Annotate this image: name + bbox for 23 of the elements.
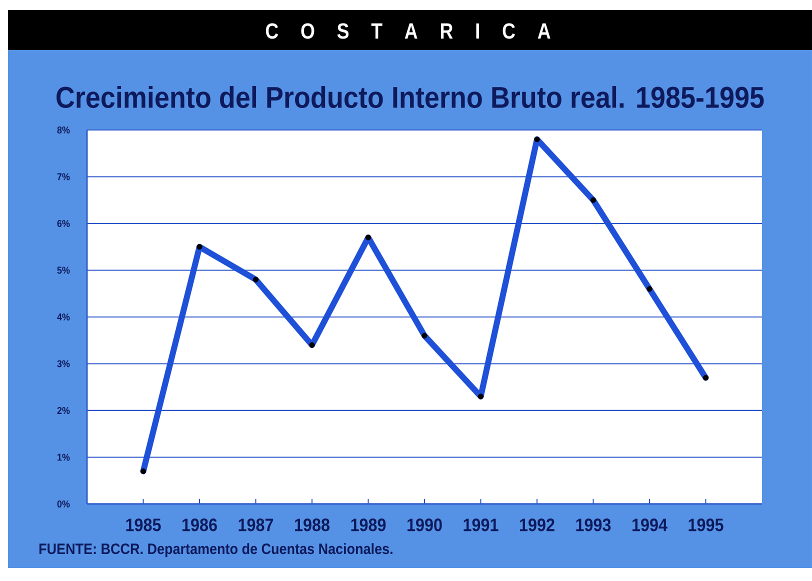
x-tick-label: 1987 <box>238 518 274 532</box>
x-tick-label: 1994 <box>632 518 668 532</box>
y-tick-label: 1% <box>58 454 70 461</box>
x-tick-label: 1989 <box>351 518 386 532</box>
x-tick-label: 1985 <box>126 518 161 532</box>
y-tick-label: 5% <box>57 266 70 274</box>
chart-title: C O S T A R I C A <box>266 23 550 39</box>
y-tick-label: 8% <box>57 126 70 134</box>
y-tick-label: 4% <box>57 313 70 321</box>
source-note: FUENTE: BCCR. Departamento de Cuentas Nacionales. <box>39 543 392 558</box>
x-tick-label: 1990 <box>408 518 442 532</box>
x-tick-label: 1991 <box>464 518 498 532</box>
x-tick-label: 1988 <box>295 518 330 532</box>
x-tick-label: 1993 <box>576 518 611 532</box>
y-tick-label: 2% <box>57 406 70 414</box>
x-tick-label: 1995 <box>688 518 724 532</box>
chart-subtitle: Crecimiento del Producto Interno Bruto real. 1985-1995 <box>56 86 764 108</box>
y-tick-label: 6% <box>57 220 70 228</box>
y-tick-label: 3% <box>57 360 70 368</box>
x-tick-label: 1992 <box>520 518 554 532</box>
y-tick-label: 0% <box>57 500 70 508</box>
x-tick-label: 1986 <box>182 518 217 532</box>
y-tick-label: 7% <box>57 173 70 180</box>
